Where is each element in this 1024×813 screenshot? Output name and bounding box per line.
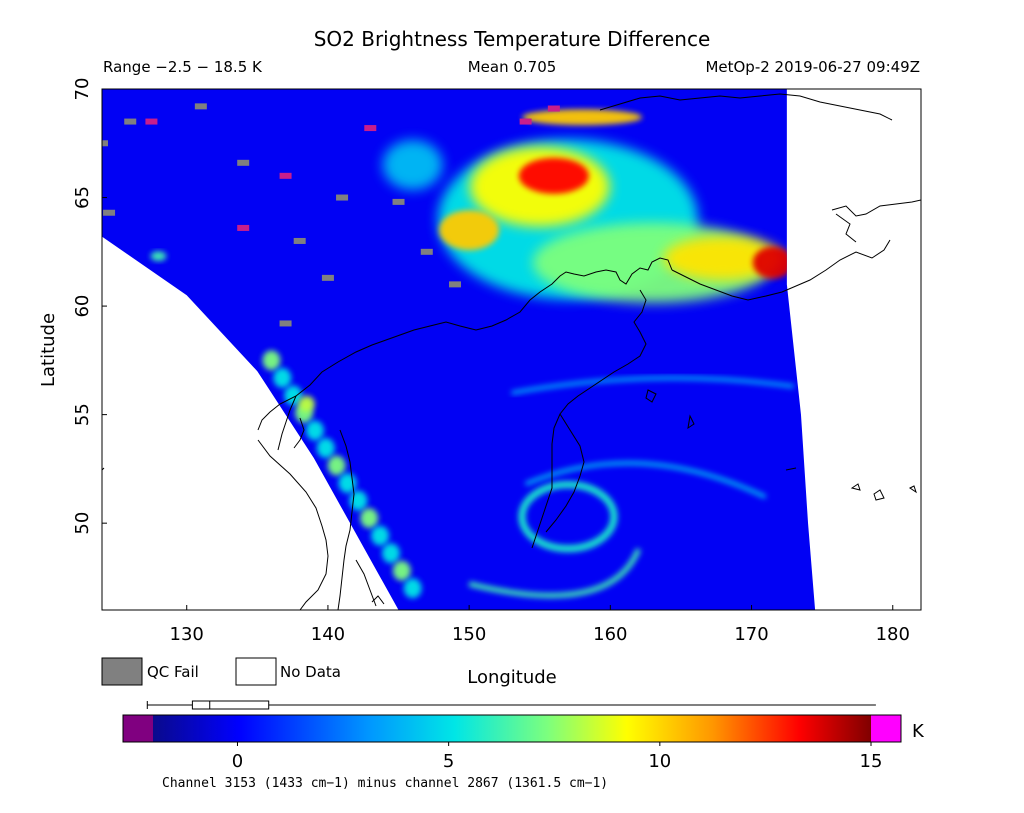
saturated-pixel [145,118,158,125]
plot-area: 130 140 150 160 170 180 50 55 60 65 70 [72,78,922,645]
heat-blob [360,508,379,529]
qc-fail-pixel [321,274,334,281]
heat-blob [284,385,303,406]
x-axis-ticks: 130 140 150 160 170 180 [170,605,910,645]
heat-blob [522,109,643,126]
plot-frame [101,88,922,611]
heat-blob [262,350,281,371]
colorbar-frame [122,714,902,743]
qc-fail-pixel [392,198,405,205]
y-tick-label: 55 [72,403,93,426]
colorbar-tick-label: 10 [648,751,671,772]
heat-blob [381,543,400,564]
legend-qc-fail-swatch [101,657,143,686]
qc-fail-pixel [124,118,137,125]
boxplot-box [191,700,270,710]
colorbar-boxplot [146,700,876,710]
y-tick-label: 65 [72,186,93,209]
legend-no-data-label: No Data [280,663,341,681]
saturated-pixel [364,125,377,132]
heat-blob [150,251,167,262]
legend-no-data-swatch [235,657,277,686]
y-axis-label: Latitude [38,313,59,387]
x-tick-label: 140 [311,624,345,645]
saturated-pixel [547,105,560,112]
colorbar-tick-label: 15 [860,751,883,772]
heat-blob [273,367,292,388]
heat-blob [663,236,784,281]
mid-band [511,376,795,395]
colorbar-tick-label: 0 [232,751,243,772]
x-tick-label: 180 [876,624,910,645]
satellite-label: MetOp-2 2019-06-27 09:49Z [705,58,920,76]
x-tick-label: 130 [170,624,204,645]
coastline-okhotsk [277,395,305,451]
qc-fail-pixel [194,103,207,110]
qc-fail-pixel [237,159,250,166]
qc-fail-pixel [102,140,108,147]
chart-title: SO2 Brightness Temperature Difference [314,27,711,51]
coastline-kamchatka [531,289,647,549]
x-tick-label: 170 [734,624,768,645]
pixel-layer [102,103,560,327]
heat-blob [403,578,422,599]
heat-blob [392,560,411,581]
qc-fail-pixel [449,281,462,288]
heat-blob [327,455,346,476]
qc-fail-pixel [336,194,349,201]
heat-blob [518,157,589,194]
heat-blob [305,420,324,441]
heat-blob [316,438,335,459]
coastline-islands [371,389,917,605]
coastline-mainland [257,439,329,610]
colorbar-ticks: 0 5 10 15 [232,742,883,772]
y-tick-label: 50 [72,512,93,535]
colorbar-under-swatch [123,715,153,742]
swirl-tail [468,548,641,599]
colorbar-over-swatch [871,715,901,742]
heat-blob [439,210,500,251]
colorbar-tick-label: 5 [443,751,454,772]
colorbar: 0 5 10 15 K [122,714,925,772]
legend-qc-fail-label: QC Fail [147,663,199,681]
coastline-sakhalin [337,429,377,610]
channel-caption: Channel 3153 (1433 cm−1) minus channel 2… [162,776,608,791]
swirl-arm [524,461,767,499]
colorbar-unit: K [912,721,925,742]
range-label: Range −2.5 − 18.5 K [103,58,263,76]
swirl-ring [518,481,618,553]
x-axis-label: Longitude [467,667,557,688]
qc-fail-pixel [103,209,116,216]
saturated-pixel [237,224,250,231]
coastline-northeast [599,93,921,301]
heat-blob [752,246,793,279]
x-tick-label: 150 [452,624,486,645]
heat-blob [298,395,315,412]
mean-label: Mean 0.705 [468,58,557,76]
colorbar-gradient [153,715,871,742]
x-tick-label: 160 [593,624,627,645]
qc-fail-pixel [420,248,433,255]
y-tick-label: 70 [72,78,93,101]
qc-fail-pixel [279,320,292,327]
heat-layer [150,109,795,599]
heat-blob [382,139,443,190]
saturated-pixel [279,172,292,179]
y-axis-ticks: 50 55 60 65 70 [72,78,107,535]
qc-fail-pixel [293,237,306,244]
legend: QC Fail No Data [101,657,341,686]
y-tick-label: 60 [72,295,93,318]
heat-blob [371,525,390,546]
saturated-pixel [519,118,532,125]
